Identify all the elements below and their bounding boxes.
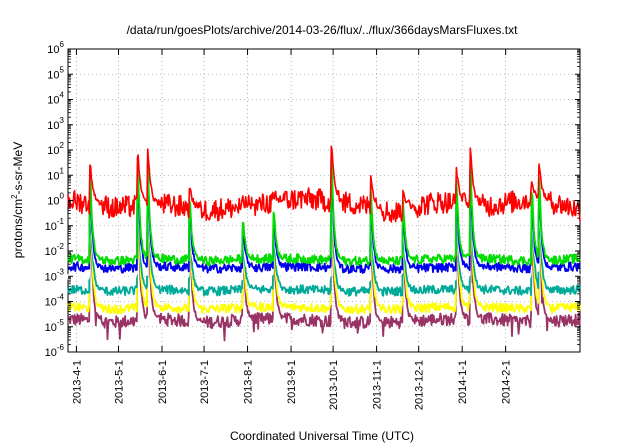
y-tick-label: 10-6 [45, 343, 65, 359]
series-line [67, 176, 581, 297]
series-line [67, 183, 581, 315]
y-tick-label-exponent: -5 [57, 318, 65, 327]
y-axis-label-rest: -s-sr-MeV [11, 142, 25, 195]
series-line [67, 168, 581, 282]
x-axis-label: Coordinated Universal Time (UTC) [230, 429, 414, 443]
y-tick-label-base: 10 [45, 271, 57, 283]
y-tick-label-base: 10 [45, 297, 57, 309]
y-tick-label: 105 [47, 65, 64, 81]
y-tick-label-exponent: 6 [60, 40, 65, 49]
y-tick-label: 100 [47, 192, 64, 208]
y-tick-label: 104 [47, 91, 64, 107]
y-tick-label: 101 [47, 166, 64, 182]
y-tick-label-exponent: -2 [57, 242, 65, 251]
y-tick-label-base: 10 [47, 145, 59, 157]
y-tick-label-base: 10 [47, 120, 59, 132]
y-tick-label: 10-4 [45, 293, 65, 309]
x-tick-label: 2013-12-1 [414, 360, 426, 410]
series-line [67, 157, 581, 267]
series-line [67, 191, 581, 342]
y-tick-label-base: 10 [47, 196, 59, 208]
y-tick-label-exponent: 1 [60, 166, 65, 175]
x-tick-label: 2013-6-1 [157, 360, 169, 404]
x-axis: 2013-4-1 2013-5-1 2013-6-1 2013-7-1 2013-8-1… [71, 49, 513, 410]
y-axis-label: protons/cm2-s-sr-MeV [10, 142, 25, 258]
y-tick-label-exponent: -4 [57, 293, 65, 302]
y-tick-label-exponent: -1 [57, 217, 65, 226]
x-tick-label: 2013-7-1 [199, 360, 211, 404]
y-tick-label-exponent: -3 [57, 267, 65, 276]
y-axis-label-exponent: 2 [10, 194, 19, 199]
y-tick-label-base: 10 [45, 347, 57, 359]
y-axis-label-base: protons/cm [11, 199, 25, 258]
y-tick-label-base: 10 [47, 44, 59, 56]
x-tick-label: 2013-8-1 [243, 360, 255, 404]
series-line [67, 161, 581, 275]
y-tick-label: 103 [47, 116, 64, 132]
y-tick-label: 10-2 [45, 242, 65, 258]
y-tick-label-base: 10 [45, 221, 57, 233]
x-tick-label: 2013-11-1 [372, 360, 384, 409]
y-tick-label-base: 10 [47, 69, 59, 81]
y-tick-label-exponent: 0 [60, 192, 65, 201]
chart-title: /data/run/goesPlots/archive/2014-03-26/f… [127, 23, 519, 37]
y-tick-label-base: 10 [47, 170, 59, 182]
y-tick-label-exponent: -6 [57, 343, 65, 352]
x-tick-label: 2014-1-1 [457, 360, 469, 404]
series-layer [67, 145, 581, 342]
x-tick-label: 2013-5-1 [113, 360, 125, 404]
x-tick-label: 2013-4-1 [71, 360, 83, 404]
y-tick-label-base: 10 [47, 95, 59, 107]
x-tick-label: 2014-2-1 [501, 360, 513, 404]
y-tick-label: 102 [47, 141, 64, 157]
y-tick-label: 10-3 [45, 267, 65, 283]
y-tick-label-exponent: 5 [60, 65, 65, 74]
y-axis: 10-610-510-410-310-210-11001011021031041… [45, 40, 580, 359]
x-tick-label: 2013-9-1 [286, 360, 298, 404]
y-tick-label-exponent: 2 [60, 141, 65, 150]
series-line [67, 145, 581, 223]
y-tick-label-base: 10 [45, 322, 57, 334]
y-tick-label: 10-1 [45, 217, 65, 233]
y-tick-label: 10-5 [45, 318, 65, 334]
x-tick-label: 2013-10-1 [328, 360, 340, 410]
y-tick-label: 106 [47, 40, 64, 56]
y-tick-label-base: 10 [45, 246, 57, 258]
y-tick-label-exponent: 4 [60, 91, 65, 100]
y-tick-label-exponent: 3 [60, 116, 65, 125]
